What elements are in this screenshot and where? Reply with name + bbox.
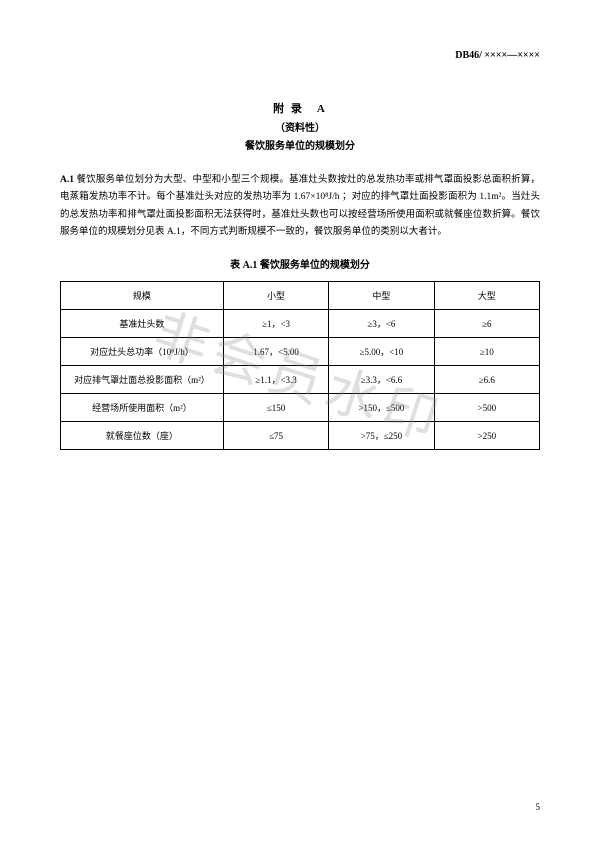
table-row: 基准灶头数 ≥1，<3 ≥3，<6 ≥6 [61,310,540,338]
section-number: A.1 [60,175,74,185]
page-number: 5 [536,802,541,812]
appendix-header: 附 录 A （资料性） 餐饮服务单位的规模划分 [60,100,540,156]
row-small: ≤75 [223,422,328,450]
table-title: 表 A.1 餐饮服务单位的规模划分 [60,256,540,271]
table-row: 对应排气罩灶面总投影面积（m²） ≥1.1，<3.3 ≥3.3，<6.6 ≥6.… [61,366,540,394]
row-label: 基准灶头数 [61,310,224,338]
row-large: ≥6 [434,310,539,338]
col-header-mid: 中型 [329,282,434,310]
row-small: ≥1.1，<3.3 [223,366,328,394]
table-header-row: 规模 小型 中型 大型 [61,282,540,310]
row-small: ≤150 [223,394,328,422]
row-small: ≥1，<3 [223,310,328,338]
document-page: DB46/ ××××—×××× 附 录 A （资料性） 餐饮服务单位的规模划分 … [0,0,600,848]
appendix-title: 附 录 A [60,100,540,120]
row-mid: ≥3，<6 [329,310,434,338]
col-header-scale: 规模 [61,282,224,310]
row-label: 经营场所使用面积（m²） [61,394,224,422]
scale-table: 规模 小型 中型 大型 基准灶头数 ≥1，<3 ≥3，<6 ≥6 对应灶头总功率… [60,281,540,450]
section-text: 餐饮服务单位划分为大型、中型和小型三个规模。基准灶头数按灶的总发热功率或排气罩面… [60,175,540,238]
row-large: ≥10 [434,338,539,366]
appendix-subtitle: （资料性） [60,120,540,138]
table-row: 就餐座位数（座） ≤75 >75，≤250 >250 [61,422,540,450]
row-mid: ≥3.3，<6.6 [329,366,434,394]
row-large: ≥6.6 [434,366,539,394]
row-label: 就餐座位数（座） [61,422,224,450]
doc-code: DB46/ ××××—×××× [455,50,540,61]
col-header-large: 大型 [434,282,539,310]
row-large: >250 [434,422,539,450]
table-row: 经营场所使用面积（m²） ≤150 >150，≤500 >500 [61,394,540,422]
row-mid: >150，≤500 [329,394,434,422]
col-header-small: 小型 [223,282,328,310]
row-mid: >75，≤250 [329,422,434,450]
row-mid: ≥5.00，<10 [329,338,434,366]
row-large: >500 [434,394,539,422]
row-label: 对应灶头总功率（10⁸J/h） [61,338,224,366]
section-a1: A.1 餐饮服务单位划分为大型、中型和小型三个规模。基准灶头数按灶的总发热功率或… [60,172,540,242]
row-label: 对应排气罩灶面总投影面积（m²） [61,366,224,394]
row-small: 1.67，<5.00 [223,338,328,366]
appendix-name: 餐饮服务单位的规模划分 [60,138,540,156]
table-row: 对应灶头总功率（10⁸J/h） 1.67，<5.00 ≥5.00，<10 ≥10 [61,338,540,366]
